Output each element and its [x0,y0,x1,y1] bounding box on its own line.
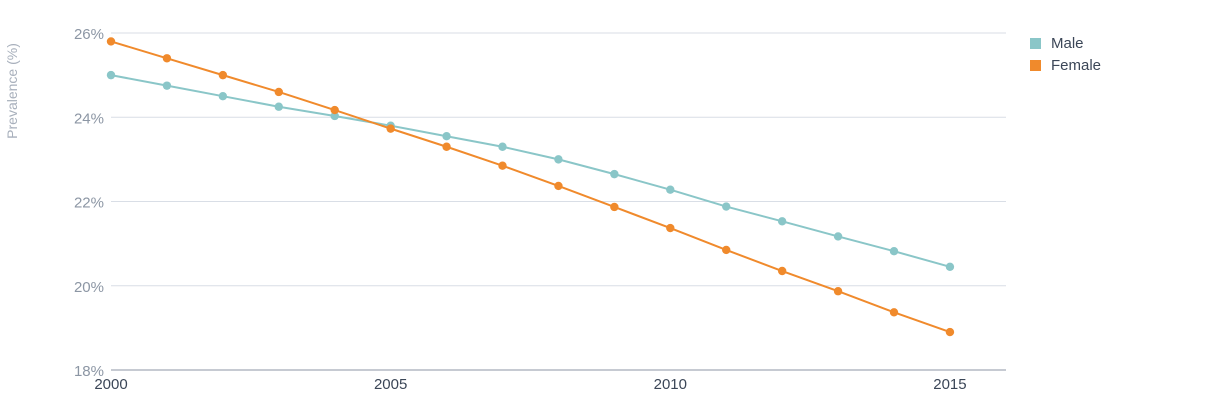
data-point-female[interactable] [666,223,675,233]
gridlines [111,32,1006,287]
data-point-male[interactable] [218,91,228,101]
legend-swatch-female [1030,60,1041,71]
data-point-male[interactable] [666,185,675,194]
data-point-male[interactable] [722,202,731,211]
data-point-male[interactable] [162,81,172,90]
y-tick-label: 20% [74,279,104,296]
data-point-female[interactable] [722,245,731,255]
x-tick-label: 2015 [933,376,966,393]
y-tick-label: 22% [74,195,104,212]
data-point-female[interactable] [162,54,172,63]
data-point-male[interactable] [777,217,787,226]
data-point-female[interactable] [386,124,395,133]
data-point-female[interactable] [330,105,339,115]
legend-swatch-male [1030,38,1041,49]
series-line-female [110,40,951,334]
data-point-female[interactable] [777,266,787,276]
data-point-male[interactable] [610,169,619,179]
x-tick-label: 2005 [374,376,407,393]
legend: Male Female [1030,35,1101,74]
y-tick-label: 18% [74,363,104,380]
data-point-female[interactable] [274,87,283,97]
data-point-female[interactable] [889,308,899,317]
axes: 18% 20% 22% 24% 26% 2000 2005 2010 2015 [74,26,1006,393]
legend-label-female[interactable]: Female [1051,57,1101,74]
y-tick-label: 26% [74,26,104,43]
data-point-female[interactable] [610,202,619,212]
x-tick-label: 2000 [94,376,127,393]
data-point-male[interactable] [498,142,507,151]
data-point-male[interactable] [274,102,283,111]
data-point-female[interactable] [106,37,116,46]
data-point-male[interactable] [889,247,899,256]
data-point-male[interactable] [442,132,451,141]
data-point-female[interactable] [945,327,955,337]
data-point-male[interactable] [330,111,339,121]
data-point-female[interactable] [218,70,228,80]
y-axis-title: Prevalence (%) [4,43,20,139]
data-point-male[interactable] [945,262,955,271]
data-point-female[interactable] [833,287,843,296]
x-tick-label: 2010 [654,376,687,393]
data-point-male[interactable] [554,155,563,164]
data-point-female[interactable] [498,161,507,170]
legend-label-male[interactable]: Male [1051,35,1084,52]
data-point-female[interactable] [442,142,451,151]
series-line-male [110,74,951,268]
data-point-male[interactable] [106,70,116,80]
data-point-female[interactable] [554,181,563,191]
data-point-male[interactable] [833,232,843,241]
y-tick-label: 24% [74,110,104,127]
data-series [106,37,955,337]
